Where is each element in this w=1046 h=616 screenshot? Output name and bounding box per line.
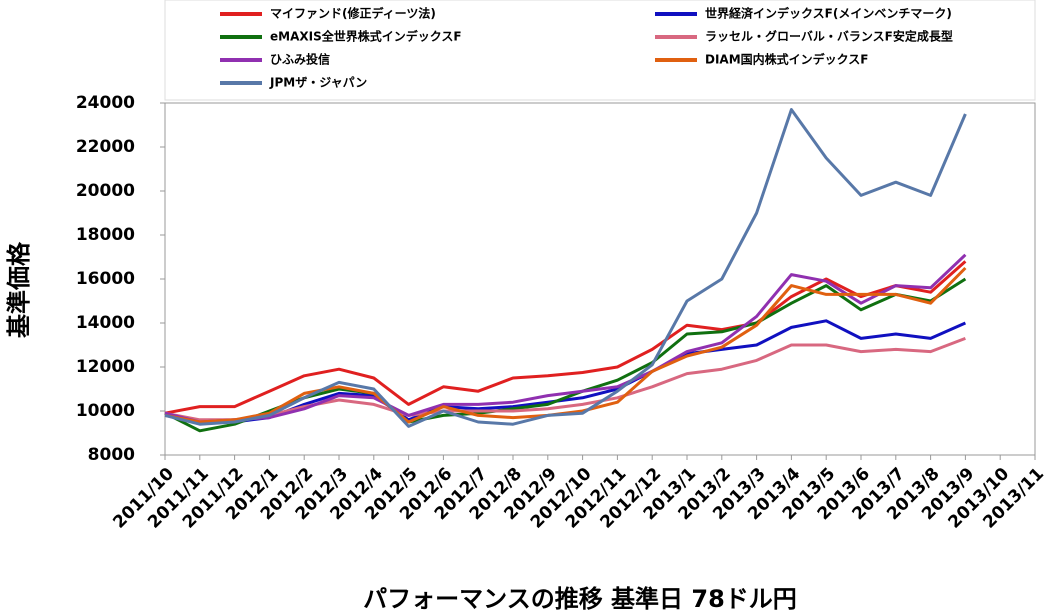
legend-label: ラッセル・グローバル・バランスF安定成長型 <box>705 29 953 44</box>
y-tick-label: 16000 <box>76 269 135 289</box>
y-axis-label: 基準価格 <box>5 241 33 338</box>
y-tick-label: 14000 <box>76 313 135 333</box>
legend-label: JPMザ・ジャパン <box>269 76 367 90</box>
y-tick-label: 8000 <box>88 445 135 465</box>
legend-label: ひふみ投信 <box>270 52 330 67</box>
y-tick-label: 18000 <box>76 225 135 245</box>
y-tick-label: 22000 <box>76 137 135 157</box>
y-tick-label: 10000 <box>76 401 135 421</box>
y-tick-label: 12000 <box>76 357 135 377</box>
y-tick-label: 24000 <box>76 93 135 113</box>
legend-label: マイファンド(修正ディーツ法) <box>270 6 436 21</box>
series-line <box>164 336 966 422</box>
series-line <box>164 108 967 428</box>
y-tick-label: 20000 <box>76 181 135 201</box>
legend-box <box>164 0 1036 101</box>
legend-label: 世界経済インデックスF(メインベンチマーク) <box>705 6 952 21</box>
series-line <box>164 260 967 415</box>
legend-label: DIAM国内株式インデックスF <box>705 52 869 67</box>
series-line <box>164 253 967 424</box>
legend-label: eMAXIS全世界株式インデックスF <box>270 29 462 44</box>
x-axis-label: パフォーマンスの推移 基準日 78ドル円 <box>363 585 797 613</box>
